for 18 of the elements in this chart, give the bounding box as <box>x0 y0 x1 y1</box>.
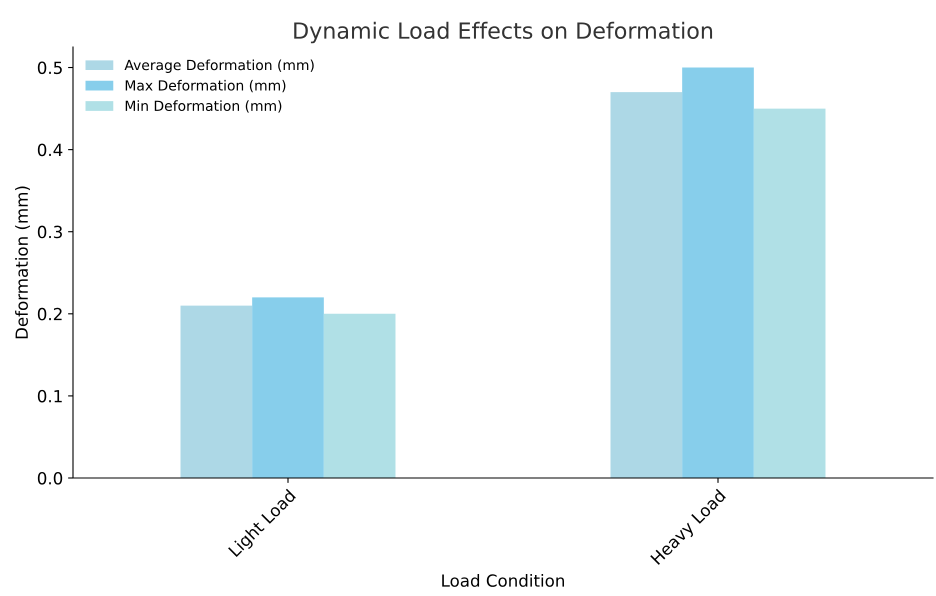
y-tick-label: 0.3 <box>38 226 62 238</box>
y-tick-label: 0.5 <box>38 61 62 74</box>
y-tick-label: 0.2 <box>38 308 62 320</box>
bar <box>610 92 682 478</box>
chart-title: Dynamic Load Effects on Deformation <box>294 22 712 44</box>
y-tick-label: 0.4 <box>38 144 62 156</box>
x-axis-title: Load Condition <box>442 574 564 587</box>
bar <box>252 297 324 478</box>
y-tick-label: 0.0 <box>38 472 62 485</box>
bar <box>180 306 252 478</box>
legend-label: Max Deformation (mm) <box>126 80 286 92</box>
y-tick-label: 0.1 <box>38 390 62 402</box>
bar <box>324 314 396 478</box>
legend-label: Min Deformation (mm) <box>126 100 282 113</box>
legend-label: Average Deformation (mm) <box>124 60 314 73</box>
bar <box>682 68 754 478</box>
y-axis-title: Deformation (mm) <box>15 186 30 338</box>
bar <box>754 108 826 478</box>
